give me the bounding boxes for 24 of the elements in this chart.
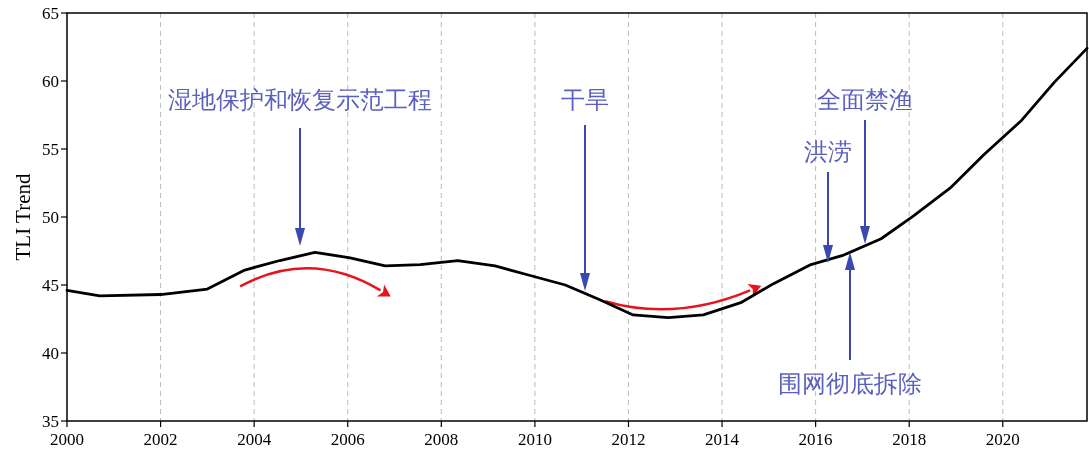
- annotation: 洪涝: [804, 139, 852, 165]
- x-tick-label: 2014: [705, 430, 740, 449]
- x-tick-label: 2010: [517, 430, 552, 449]
- x-tick-label: 2002: [143, 430, 178, 449]
- annotation: 围网彻底拆除: [778, 371, 922, 397]
- y-axis-title: TLI Trend: [11, 173, 35, 261]
- y-tick-label: 40: [42, 344, 59, 363]
- x-tick-label: 2018: [892, 430, 927, 449]
- annotation: 全面禁渔: [817, 87, 913, 113]
- y-tick-label: 55: [42, 140, 59, 159]
- x-tick-label: 2016: [798, 430, 833, 449]
- y-tick-label: 65: [42, 4, 59, 23]
- x-tick-label: 2000: [50, 430, 84, 449]
- x-tick-label: 2008: [424, 430, 459, 449]
- y-tick-label: 60: [42, 72, 59, 91]
- y-tick-label: 50: [42, 208, 59, 227]
- x-tick-label: 2006: [330, 430, 365, 449]
- x-tick-label: 2012: [611, 430, 646, 449]
- x-tick-label: 2020: [985, 430, 1020, 449]
- annotation: 干旱: [561, 87, 609, 113]
- annotation: 湿地保护和恢复示范工程: [168, 87, 432, 113]
- y-tick-label: 35: [42, 412, 59, 431]
- y-tick-label: 45: [42, 276, 59, 295]
- x-tick-label: 2004: [237, 430, 272, 449]
